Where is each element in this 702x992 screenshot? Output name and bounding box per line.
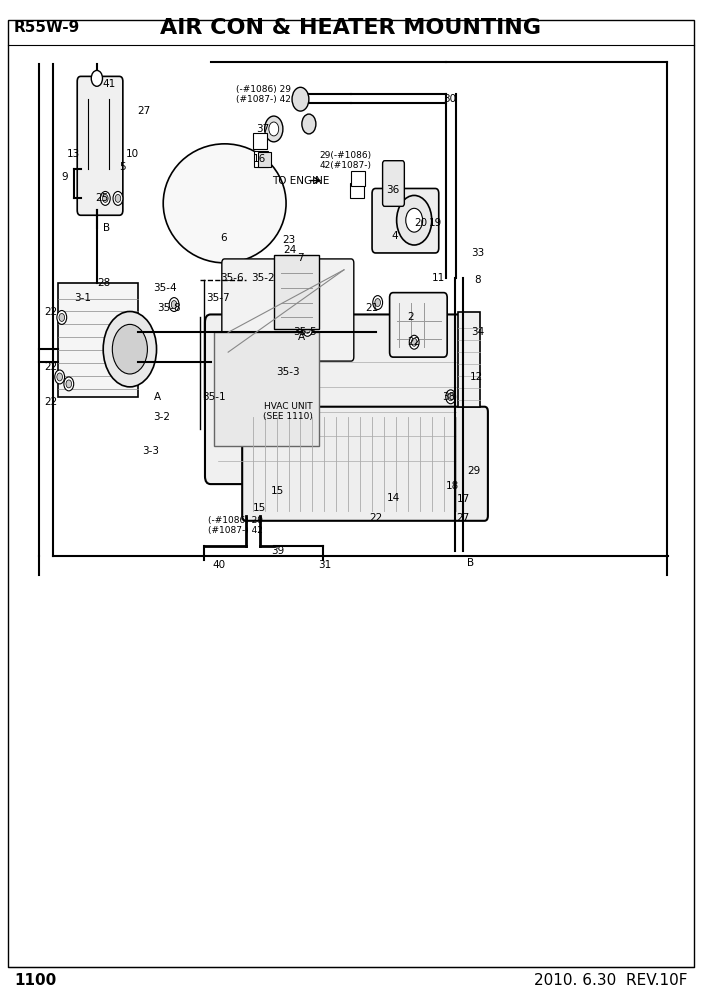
Text: (-#1086) 29
(#1087-) 42: (-#1086) 29 (#1087-) 42 [208,516,263,536]
Text: 33: 33 [471,248,484,258]
Text: AIR CON & HEATER MOUNTING: AIR CON & HEATER MOUNTING [161,18,541,38]
Text: 1100: 1100 [14,972,56,988]
Text: 3-3: 3-3 [143,446,159,456]
Circle shape [115,194,121,202]
Circle shape [375,299,380,307]
Ellipse shape [163,144,286,263]
Text: 5: 5 [119,162,126,172]
Circle shape [302,114,316,134]
Bar [58,283,138,397]
Text: 16: 16 [253,154,266,164]
Circle shape [292,87,309,111]
Circle shape [57,310,67,324]
Text: 22: 22 [369,513,382,523]
FancyBboxPatch shape [242,407,488,521]
Text: 2: 2 [407,312,414,322]
Text: 18: 18 [446,481,459,491]
Text: 22: 22 [44,308,57,317]
Text: TO ENGINE: TO ENGINE [272,176,329,186]
Circle shape [411,338,417,346]
Text: B: B [103,223,110,233]
Circle shape [103,311,157,387]
Text: 27: 27 [457,513,470,523]
Text: B: B [467,558,474,568]
Text: 12: 12 [470,372,482,382]
Text: 29(-#1086)
42(#1087-): 29(-#1086) 42(#1087-) [319,151,371,171]
Circle shape [102,194,108,202]
Text: 20: 20 [415,218,428,228]
FancyBboxPatch shape [77,76,123,215]
Circle shape [446,390,456,404]
Circle shape [169,298,179,311]
Text: HVAC UNIT
(SEE 1110): HVAC UNIT (SEE 1110) [263,402,313,422]
Circle shape [373,296,383,310]
Text: 15: 15 [253,503,266,513]
Text: 41: 41 [102,79,115,89]
Circle shape [303,322,312,336]
Bar [458,312,480,407]
Circle shape [55,370,65,384]
Text: 35-2: 35-2 [251,273,275,283]
Text: 15: 15 [271,486,284,496]
Circle shape [406,208,423,232]
Text: 25: 25 [95,193,108,203]
Circle shape [265,116,283,142]
Text: 22: 22 [44,362,57,372]
FancyBboxPatch shape [383,161,404,206]
Text: 40: 40 [213,560,225,570]
FancyBboxPatch shape [222,259,354,361]
Circle shape [64,377,74,391]
Text: 13: 13 [67,149,80,159]
Text: 24: 24 [284,245,296,255]
Text: 35-1: 35-1 [202,392,226,402]
Bar [351,171,365,186]
Text: 9: 9 [61,172,68,182]
Text: 30: 30 [443,94,456,104]
Text: 19: 19 [429,218,442,228]
Text: 34: 34 [471,327,484,337]
Circle shape [91,70,102,86]
FancyBboxPatch shape [205,314,469,484]
Text: 11: 11 [432,273,445,283]
Text: 38: 38 [443,392,456,402]
FancyBboxPatch shape [372,188,439,253]
Circle shape [448,393,453,401]
Text: A: A [298,332,305,342]
Text: 17: 17 [457,494,470,504]
Text: 36: 36 [387,186,399,195]
Text: 6: 6 [220,233,227,243]
Circle shape [397,195,432,245]
Text: 35-4: 35-4 [153,283,177,293]
Text: 4: 4 [391,231,398,241]
Text: 21: 21 [366,303,378,312]
Text: 35-8: 35-8 [157,303,180,312]
Text: R55W-9: R55W-9 [14,20,80,36]
Circle shape [113,191,123,205]
Text: 35-6: 35-6 [220,273,244,283]
Text: 8: 8 [474,275,481,285]
Text: 31: 31 [318,560,331,570]
Circle shape [305,325,310,333]
Circle shape [59,313,65,321]
Text: 37: 37 [257,124,270,134]
Text: 2010. 6.30  REV.10F: 2010. 6.30 REV.10F [534,972,688,988]
Text: 10: 10 [126,149,138,159]
Circle shape [269,122,279,136]
Bar [214,332,319,446]
Bar [254,151,268,167]
Bar [253,133,267,149]
Text: 22: 22 [408,337,420,347]
Text: 27: 27 [138,106,150,116]
Text: 3-1: 3-1 [74,293,91,303]
Bar [350,183,364,198]
Text: 14: 14 [387,493,399,503]
Circle shape [57,373,62,381]
Text: 22: 22 [44,397,57,407]
Text: 35-5: 35-5 [293,327,317,337]
Text: 35-7: 35-7 [206,293,230,303]
Text: 7: 7 [297,253,304,263]
Circle shape [409,335,419,349]
Circle shape [100,191,110,205]
Circle shape [171,301,177,309]
Text: (-#1086) 29
(#1087-) 42: (-#1086) 29 (#1087-) 42 [236,84,291,104]
